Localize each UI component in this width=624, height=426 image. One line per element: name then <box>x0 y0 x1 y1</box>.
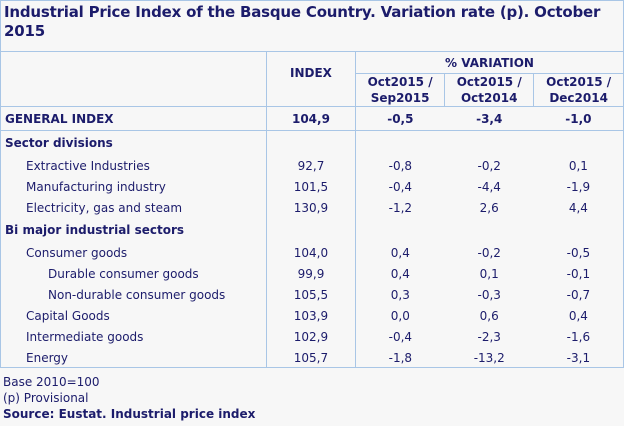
var-year: -3,4 <box>444 106 534 131</box>
var-year: 2,6 <box>479 200 499 215</box>
table-row: Consumer goods 104,0 0,4 -0,2 -0,5 <box>0 242 623 263</box>
row-label: Capital Goods <box>26 308 110 323</box>
index-value: 102,9 <box>265 326 356 347</box>
header-var-ytd: Oct2015 / Dec2014 <box>533 73 623 107</box>
index-value: 101,5 <box>265 176 356 197</box>
header-variation-group: % VARIATION <box>355 51 623 74</box>
var-ytd: -1,9 <box>566 179 591 194</box>
var-year: -0,3 <box>477 287 501 302</box>
index-value: 103,9 <box>265 305 356 326</box>
var-year: -13,2 <box>473 350 505 365</box>
var-year: -0,2 <box>477 245 501 260</box>
table-row: Electricity, gas and steam 130,9 -1,2 2,… <box>0 197 623 218</box>
table-row: Intermediate goods 102,9 -0,4 -2,3 -1,6 <box>0 326 623 347</box>
index-value: 99,9 <box>265 263 356 284</box>
var-month: -0,4 <box>355 326 445 347</box>
footnote-base: Base 2010=100 <box>3 375 100 389</box>
var-ytd: -1,6 <box>566 329 591 344</box>
var-ytd: -0,7 <box>566 287 591 302</box>
header-blank <box>0 51 267 107</box>
footnote-source: Source: Eustat. Industrial price index <box>3 407 256 421</box>
var-year: 0,1 <box>479 266 499 281</box>
row-label: Energy <box>26 350 69 365</box>
row-label: Durable consumer goods <box>48 266 199 281</box>
var-ytd: 0,1 <box>568 158 588 173</box>
var-year: -2,3 <box>477 329 501 344</box>
row-label: Consumer goods <box>26 245 128 260</box>
var-month: 0,4 <box>355 263 445 284</box>
section-label: Bi major industrial sectors <box>5 223 185 237</box>
footnote-provisional: (p) Provisional <box>3 391 89 405</box>
var-ytd: -0,5 <box>566 245 591 260</box>
section-header-row: Bi major industrial sectors <box>0 218 623 242</box>
var-month: 0,0 <box>355 305 445 326</box>
var-month: -0,8 <box>355 155 445 176</box>
var-ytd: -0,1 <box>566 266 591 281</box>
var-month: -1,2 <box>355 197 445 218</box>
row-label: GENERAL INDEX <box>0 106 267 131</box>
index-value: 92,7 <box>265 155 356 176</box>
section-header-row: Sector divisions <box>0 130 623 155</box>
table-title: Industrial Price Index of the Basque Cou… <box>4 3 601 40</box>
table-row: Capital Goods 103,9 0,0 0,6 0,4 <box>0 305 623 326</box>
table-row: Energy 105,7 -1,8 -13,2 -3,1 <box>0 347 623 368</box>
table-row: Non-durable consumer goods 105,5 0,3 -0,… <box>0 284 623 305</box>
index-value: 104,9 <box>265 106 356 131</box>
price-index-table: INDEX % VARIATION Oct2015 / Sep2015 Oct2… <box>0 51 623 368</box>
var-year: 0,6 <box>479 308 499 323</box>
row-label: Manufacturing industry <box>26 179 166 194</box>
header-var-month: Oct2015 / Sep2015 <box>355 73 445 107</box>
row-label: Intermediate goods <box>26 329 144 344</box>
index-value: 105,7 <box>265 347 356 368</box>
var-month: 0,4 <box>355 242 445 263</box>
table-row: Manufacturing industry 101,5 -0,4 -4,4 -… <box>0 176 623 197</box>
var-ytd: -3,1 <box>566 350 591 365</box>
index-value: 130,9 <box>265 197 356 218</box>
var-month: 0,3 <box>355 284 445 305</box>
index-value: 105,5 <box>265 284 356 305</box>
var-ytd: 0,4 <box>568 308 588 323</box>
header-var-year: Oct2015 / Oct2014 <box>444 73 534 107</box>
table-row: Durable consumer goods 99,9 0,4 0,1 -0,1 <box>0 263 623 284</box>
section-label: Sector divisions <box>5 136 113 150</box>
row-label: Electricity, gas and steam <box>26 200 183 215</box>
table-row: Extractive Industries 92,7 -0,8 -0,2 0,1 <box>0 155 623 176</box>
row-label: Non-durable consumer goods <box>48 287 226 302</box>
var-year: -0,2 <box>477 158 501 173</box>
var-year: -4,4 <box>477 179 501 194</box>
var-month: -0,5 <box>355 106 445 131</box>
var-ytd: 4,4 <box>568 200 588 215</box>
general-index-row: GENERAL INDEX 104,9 -0,5 -3,4 -1,0 <box>0 106 623 131</box>
var-ytd: -1,0 <box>533 106 623 131</box>
index-value: 104,0 <box>265 242 356 263</box>
var-month: -0,4 <box>355 176 445 197</box>
header-index: INDEX <box>265 51 356 107</box>
row-label: Extractive Industries <box>26 158 150 173</box>
var-month: -1,8 <box>355 347 445 368</box>
